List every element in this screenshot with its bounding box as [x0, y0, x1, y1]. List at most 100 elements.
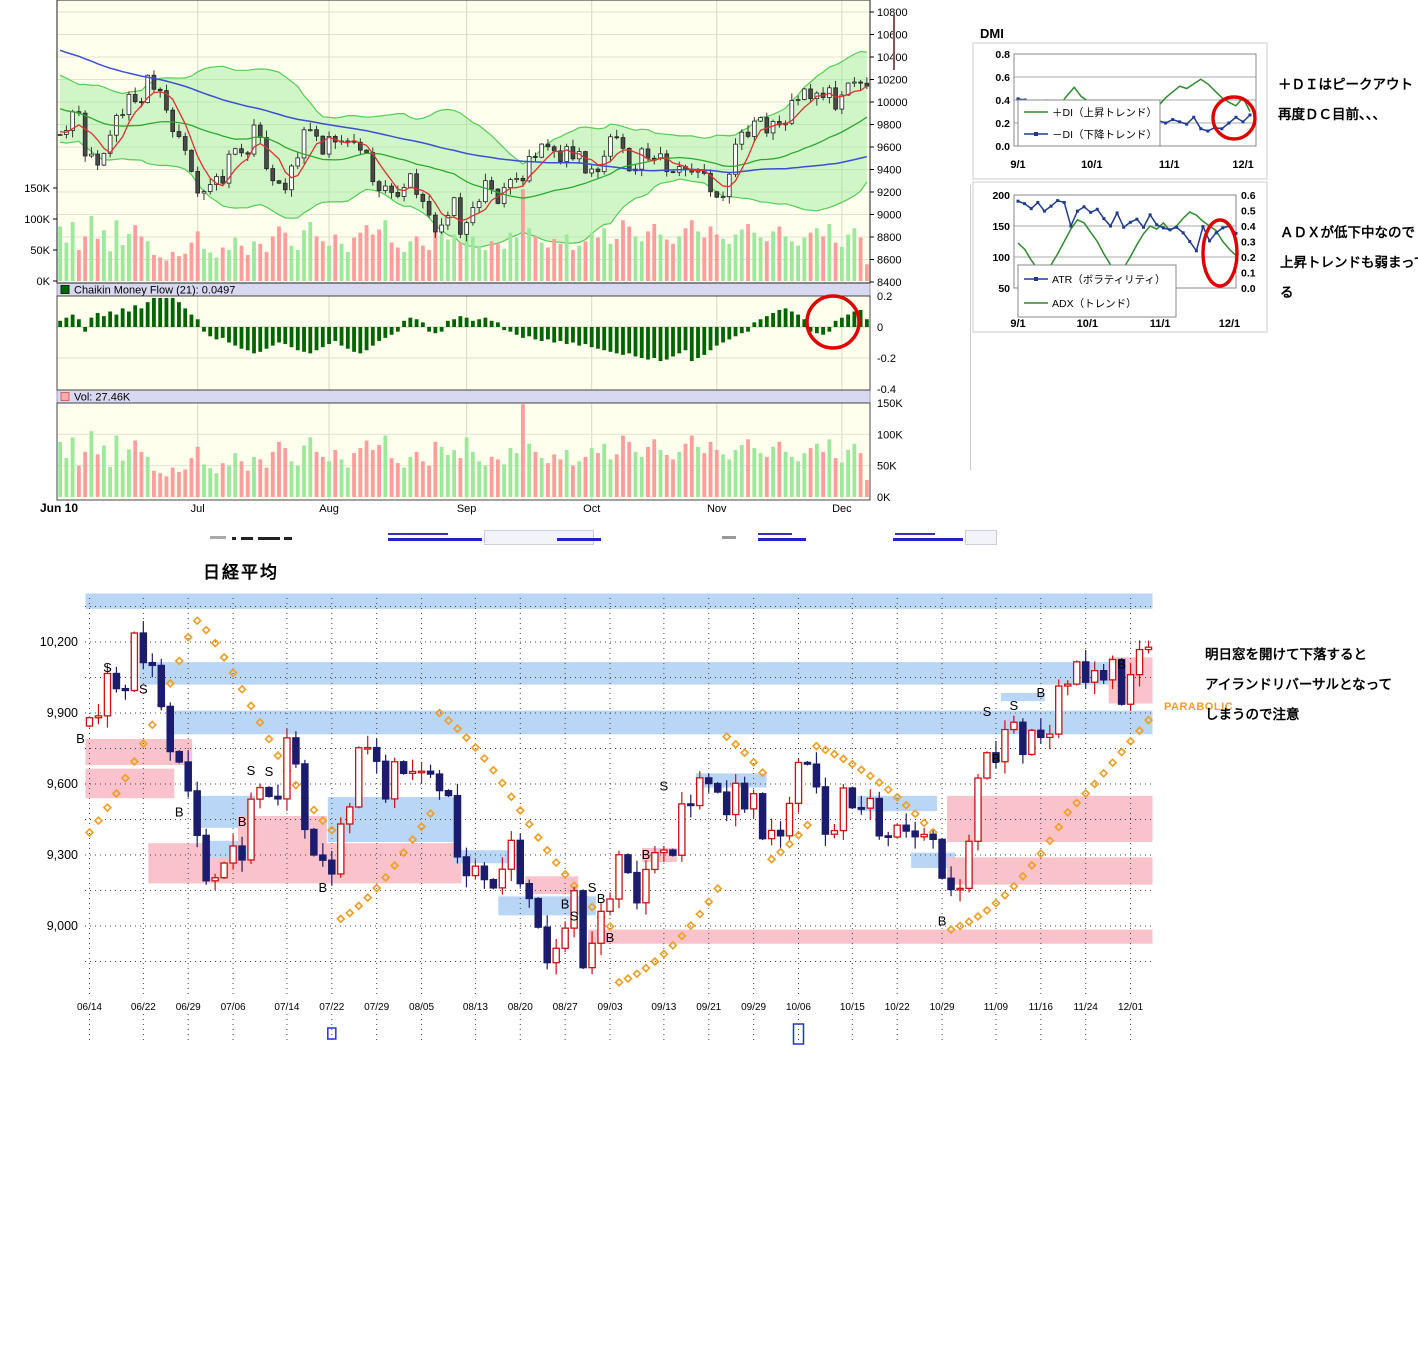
svg-text:50K: 50K: [30, 245, 50, 257]
svg-text:0.5: 0.5: [1241, 206, 1256, 218]
svg-text:50K: 50K: [877, 461, 897, 473]
svg-text:Jun 10: Jun 10: [40, 501, 78, 515]
cropped-link[interactable]: [758, 538, 806, 541]
svg-text:150K: 150K: [877, 398, 903, 410]
svg-text:10/15: 10/15: [840, 1002, 865, 1013]
svg-text:07/29: 07/29: [364, 1002, 389, 1013]
cropped-text-fragment: [484, 530, 594, 545]
annotation-line: 再度ＤＣ目前、、、: [1278, 107, 1386, 122]
svg-text:B: B: [175, 804, 184, 819]
svg-text:0.2: 0.2: [877, 291, 892, 303]
cropped-text-fragment: [258, 537, 280, 540]
svg-text:9,900: 9,900: [47, 706, 78, 720]
svg-text:10,200: 10,200: [40, 635, 78, 649]
svg-text:Vol: 27.46K: Vol: 27.46K: [74, 392, 131, 404]
svg-text:200: 200: [992, 190, 1010, 202]
dmi-di-chart: 0.8 0.6 0.4 0.2 0.0 ＋DI（上昇トレンド） －DI（下降トレンド） 9/1…: [972, 42, 1268, 180]
svg-text:S: S: [139, 681, 148, 696]
svg-text:09/03: 09/03: [598, 1002, 623, 1013]
svg-text:Dec: Dec: [832, 503, 852, 515]
svg-text:0.6: 0.6: [1241, 190, 1256, 202]
svg-text:0K: 0K: [37, 276, 51, 288]
svg-text:12/01: 12/01: [1118, 1002, 1143, 1013]
svg-text:0.0: 0.0: [1241, 283, 1256, 295]
svg-text:＋DI（上昇トレンド）: ＋DI（上昇トレンド）: [1052, 107, 1157, 119]
svg-text:Oct: Oct: [583, 503, 600, 515]
svg-text:S: S: [570, 909, 579, 924]
svg-text:B: B: [238, 814, 247, 829]
cropped-text-fragment: [758, 533, 792, 535]
svg-text:06/29: 06/29: [176, 1002, 201, 1013]
svg-text:Chaikin Money Flow (21): 0.049: Chaikin Money Flow (21): 0.0497: [74, 285, 235, 297]
svg-text:100K: 100K: [877, 429, 903, 441]
svg-text:9200: 9200: [877, 187, 901, 199]
svg-text:9800: 9800: [877, 120, 901, 132]
svg-text:10800: 10800: [877, 7, 908, 19]
svg-text:9/1: 9/1: [1010, 318, 1025, 330]
svg-text:11/1: 11/1: [1159, 159, 1180, 171]
svg-text:0.2: 0.2: [995, 118, 1010, 130]
svg-text:B: B: [318, 880, 327, 895]
cropped-text-fragment: [895, 533, 935, 535]
parabolic-label: PARABOLIC: [1164, 701, 1234, 713]
svg-text:0.8: 0.8: [995, 49, 1010, 61]
cropped-text-fragment: [241, 537, 253, 540]
svg-text:S: S: [247, 763, 256, 778]
atr-adx-chart: 200 150 100 50 0.6 0.5 0.4 0.3 0.2 0.1 0.0 ATR（ボラティ…: [972, 181, 1268, 333]
annotation-line: アイランドリバーサルとなって: [1205, 677, 1392, 692]
svg-text:S: S: [660, 778, 669, 793]
svg-text:11/16: 11/16: [1029, 1002, 1054, 1013]
svg-text:9,300: 9,300: [47, 848, 78, 862]
svg-text:0.0: 0.0: [995, 141, 1010, 153]
svg-text:12/1: 12/1: [1219, 318, 1240, 330]
svg-text:07/22: 07/22: [319, 1002, 344, 1013]
svg-text:B: B: [1117, 656, 1126, 671]
svg-text:－DI（下降トレンド）: －DI（下降トレンド）: [1052, 128, 1157, 141]
svg-text:10000: 10000: [877, 97, 908, 109]
svg-text:B: B: [1036, 685, 1045, 700]
svg-text:10/29: 10/29: [930, 1002, 955, 1013]
svg-text:10400: 10400: [877, 52, 908, 64]
svg-text:12/1: 12/1: [1232, 159, 1253, 171]
cropped-text-fragment: [232, 537, 236, 540]
svg-text:09/13: 09/13: [651, 1002, 676, 1013]
svg-text:09/21: 09/21: [696, 1002, 721, 1013]
svg-text:07/14: 07/14: [274, 1002, 299, 1013]
annotation-dmi-peakout: ＋ＤＩはピークアウト 再度ＤＣ目前、、、: [1278, 70, 1413, 130]
svg-text:9/1: 9/1: [1010, 159, 1025, 171]
svg-text:Jul: Jul: [191, 503, 205, 515]
annotation-line: ＡＤＸが低下中なので: [1280, 225, 1415, 240]
svg-text:10600: 10600: [877, 30, 908, 42]
svg-text:0.4: 0.4: [995, 95, 1010, 107]
svg-text:9,000: 9,000: [47, 919, 78, 933]
crop-artifact-line: [893, 14, 895, 70]
cropped-text-fragment: [284, 537, 292, 540]
svg-text:9000: 9000: [877, 210, 901, 222]
dmi-block-title: DMI: [980, 26, 1004, 41]
cropped-link[interactable]: [388, 538, 482, 541]
svg-text:150: 150: [992, 221, 1010, 233]
svg-text:-0.2: -0.2: [877, 353, 896, 365]
cropped-text-fragment: [388, 533, 448, 535]
annotation-line: 上昇トレンドも弱まって: [1280, 255, 1418, 270]
cropped-text-fragment: [210, 536, 226, 539]
svg-text:8400: 8400: [877, 277, 901, 289]
svg-text:8600: 8600: [877, 255, 901, 267]
svg-text:Nov: Nov: [707, 503, 727, 515]
svg-text:B: B: [938, 913, 947, 928]
svg-text:S: S: [265, 764, 274, 779]
svg-text:10/1: 10/1: [1077, 318, 1098, 330]
svg-text:Aug: Aug: [319, 503, 339, 515]
cropped-link[interactable]: [557, 538, 601, 541]
svg-text:ATR（ボラティリティ）: ATR（ボラティリティ）: [1052, 274, 1165, 286]
cropped-link[interactable]: [893, 538, 963, 541]
annotation-line: ＋ＤＩはピークアウト: [1278, 77, 1413, 92]
svg-text:0.4: 0.4: [1241, 221, 1256, 233]
annotation-line: る: [1280, 285, 1294, 300]
svg-text:100: 100: [992, 252, 1010, 264]
annotation-island-reversal: 明日窓を開けて下落すると アイランドリバーサルとなって しまうので注意: [1205, 640, 1392, 730]
svg-text:10/06: 10/06: [786, 1002, 811, 1013]
svg-text:06/22: 06/22: [131, 1002, 156, 1013]
svg-text:10200: 10200: [877, 75, 908, 87]
svg-text:08/20: 08/20: [508, 1002, 533, 1013]
